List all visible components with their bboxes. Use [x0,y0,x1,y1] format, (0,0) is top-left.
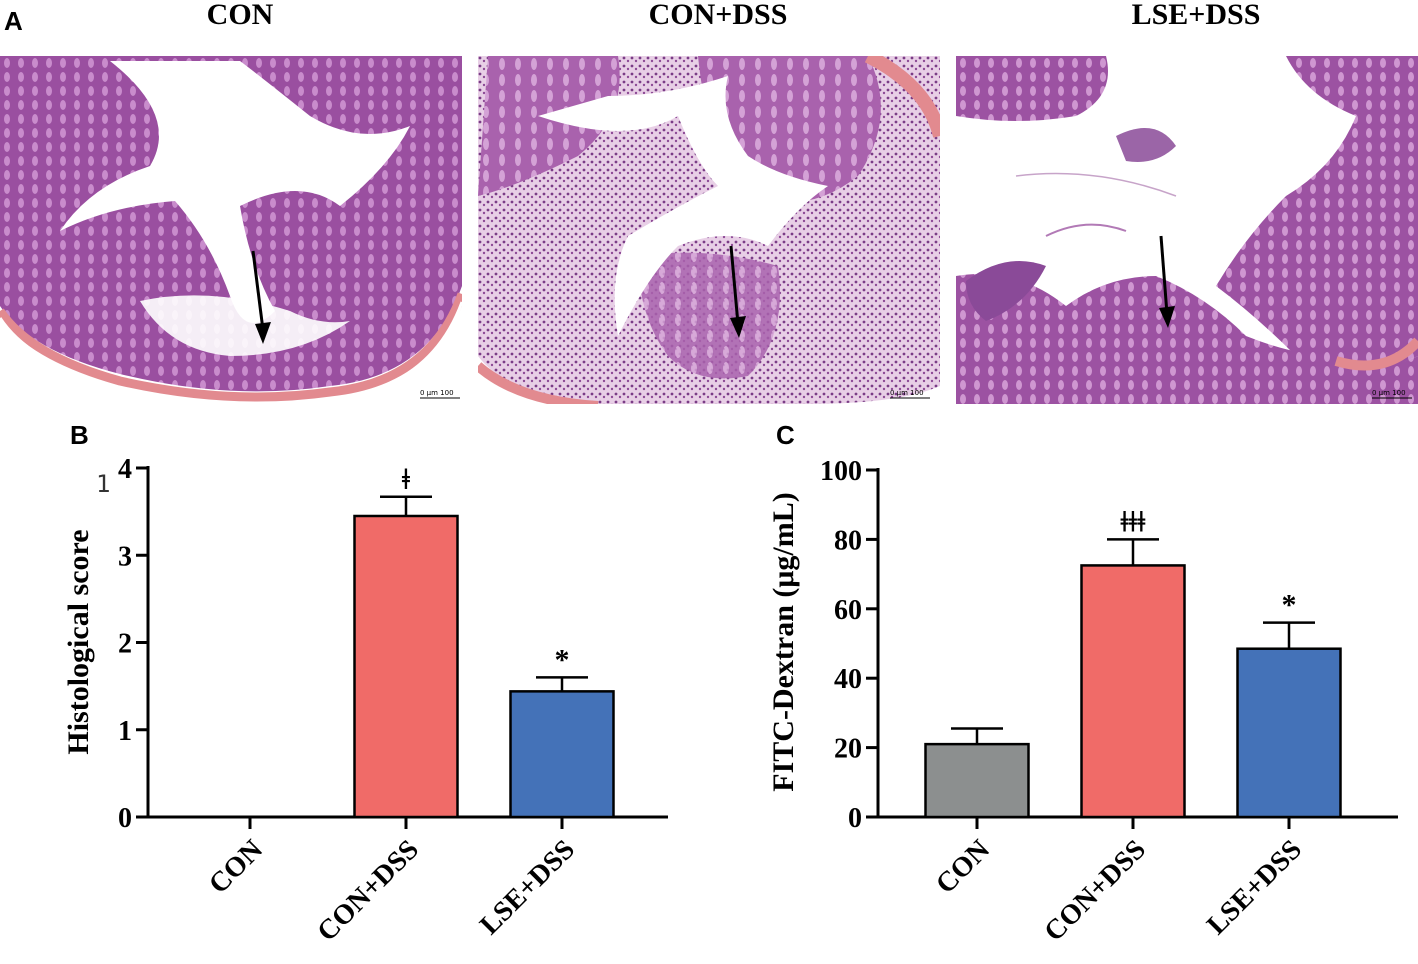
y-tick-label: 40 [834,664,862,695]
y-tick-label: 0 [118,803,132,834]
histology-title-con-dss: CON+DSS [648,0,788,31]
bar-lse-dss [1236,647,1342,819]
svg-text:0 μm 100: 0 μm 100 [420,389,454,397]
histology-title-con: CON [206,0,274,31]
y-tick-label: 80 [834,525,862,556]
y-axis-label: FITC-Dextran (μg/mL) [767,492,800,791]
x-tick-label: CON [930,834,996,900]
scale-bar-con-dss: 0 μm 100 [890,389,930,399]
bar-con-dss [1080,564,1186,819]
y-tick-label: 4 [118,454,132,485]
histology-arrow-lse-dss [1159,235,1175,328]
chart-fitc-dextran: 0 20 40 60 80 100 FITC-Dextran (μg/mL) CON ǂǂǂ CO… [767,456,1398,948]
histology-image-con: 0 μm 100 [0,56,462,404]
significance-marker: * [555,643,570,676]
bar-lse-dss [509,690,615,819]
y-tick-label: 60 [834,595,862,626]
y-axis-label: Histological score [62,529,95,754]
panel-label-c: C [776,420,795,450]
bar-con [924,742,1030,819]
histology-title-lse-dss: LSE+DSS [1131,0,1261,31]
panel-label-b: B [70,420,89,450]
x-tick-label: LSE+DSS [1201,834,1308,941]
panel-label-a: A [4,6,23,36]
scale-bar-con: 0 μm 100 [420,389,460,399]
significance-marker: ǂǂǂ [1120,505,1146,538]
histology-image-lse-dss: 0 μm 100 [956,56,1418,404]
y-tick-label: 1 [118,716,132,747]
y-tick-label: 20 [834,734,862,765]
y-tick-label: 3 [118,541,132,572]
svg-text:0 μm 100: 0 μm 100 [890,389,924,397]
stray-label: 1 [96,470,110,498]
svg-text:0 μm 100: 0 μm 100 [1372,389,1406,397]
histology-arrow-con-dss [729,245,746,338]
histology-image-con-dss: 0 μm 100 [478,56,940,404]
significance-marker: ǂ [402,463,411,496]
y-tick-label: 0 [848,803,862,834]
x-tick-label: CON+DSS [1038,834,1152,948]
histology-arrow-con [251,250,271,344]
significance-marker: * [1282,589,1297,622]
y-tick-label: 2 [118,629,132,660]
y-tick-label: 100 [820,456,862,487]
scale-bar-lse-dss: 0 μm 100 [1372,389,1412,399]
